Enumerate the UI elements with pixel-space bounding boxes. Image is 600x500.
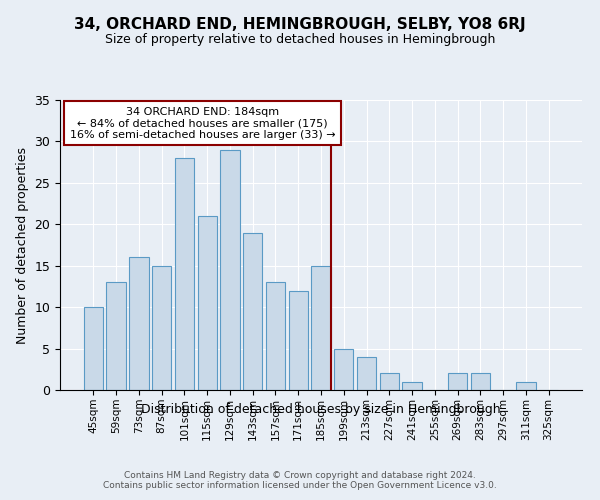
Bar [516, 382, 536, 390]
Text: Size of property relative to detached houses in Hemingbrough: Size of property relative to detached ho… [105, 32, 495, 46]
Bar [220, 150, 239, 390]
Bar [243, 232, 262, 390]
Text: 34 ORCHARD END: 184sqm
← 84% of detached houses are smaller (175)
16% of semi-de: 34 ORCHARD END: 184sqm ← 84% of detached… [70, 106, 335, 140]
Bar [289, 290, 308, 390]
Bar [129, 258, 149, 390]
Bar [152, 266, 172, 390]
Text: Contains HM Land Registry data © Crown copyright and database right 2024.
Contai: Contains HM Land Registry data © Crown c… [103, 470, 497, 490]
Text: Distribution of detached houses by size in Hemingbrough: Distribution of detached houses by size … [141, 402, 501, 415]
Y-axis label: Number of detached properties: Number of detached properties [16, 146, 29, 344]
Bar [380, 374, 399, 390]
Bar [448, 374, 467, 390]
Bar [197, 216, 217, 390]
Text: 34, ORCHARD END, HEMINGBROUGH, SELBY, YO8 6RJ: 34, ORCHARD END, HEMINGBROUGH, SELBY, YO… [74, 18, 526, 32]
Bar [334, 348, 353, 390]
Bar [470, 374, 490, 390]
Bar [357, 357, 376, 390]
Bar [266, 282, 285, 390]
Bar [84, 307, 103, 390]
Bar [311, 266, 331, 390]
Bar [175, 158, 194, 390]
Bar [403, 382, 422, 390]
Bar [106, 282, 126, 390]
